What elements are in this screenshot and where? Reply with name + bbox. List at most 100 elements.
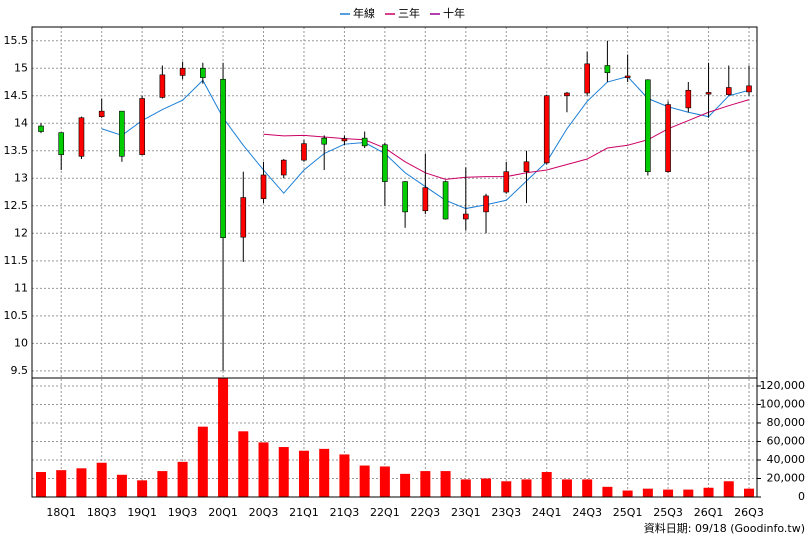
y-tick-label: 12 <box>14 226 28 239</box>
candle-body <box>341 138 348 142</box>
y-tick-label: 15 <box>14 61 28 74</box>
x-tick-label: 21Q1 <box>289 506 319 519</box>
candle-body <box>220 78 226 239</box>
candle-body <box>382 144 388 182</box>
volume-bar <box>440 471 451 497</box>
volume-bar <box>521 479 532 497</box>
candle-body <box>280 159 287 176</box>
candle-body <box>58 132 65 155</box>
volume-bar <box>481 478 492 497</box>
y2-tick-label: 100,000 <box>760 397 806 410</box>
volume-bar <box>339 454 350 497</box>
volume-bar <box>197 426 208 497</box>
volume-bar <box>723 481 734 497</box>
y-tick-label: 9.5 <box>11 364 29 377</box>
candle-body <box>321 137 328 145</box>
candle-body <box>746 85 752 93</box>
candle-body <box>159 74 166 98</box>
volume-bar <box>622 490 633 497</box>
volume-bar <box>258 442 269 497</box>
x-tick-label: 20Q3 <box>249 506 279 519</box>
plot-frame <box>31 26 758 498</box>
volume-bar <box>683 489 694 497</box>
y-tick-label: 14.5 <box>4 89 29 102</box>
volume-bar <box>379 466 390 497</box>
candle-body <box>361 137 368 147</box>
x-tick-label: 23Q1 <box>451 506 481 519</box>
x-tick-label: 22Q3 <box>411 506 441 519</box>
candle-body <box>260 174 267 199</box>
volume-bar <box>177 461 188 497</box>
candle-body <box>422 187 429 212</box>
x-tick-label: 19Q1 <box>127 506 157 519</box>
candle-body <box>705 92 712 95</box>
y-tick-label: 11.5 <box>4 254 29 267</box>
volume-bar <box>400 473 411 497</box>
volume-bar <box>319 448 330 497</box>
volume-bar <box>663 489 674 497</box>
candle-body <box>685 89 692 109</box>
candle-body <box>442 181 449 220</box>
x-tick-label: 26Q3 <box>734 506 764 519</box>
x-tick-label: 18Q3 <box>87 506 117 519</box>
y-tick-label: 13.5 <box>4 144 29 157</box>
candle-body <box>200 67 206 78</box>
candle-body <box>503 171 510 193</box>
volume-bar <box>744 488 754 497</box>
legend-label: 三年 <box>398 6 420 20</box>
candle-body <box>402 181 408 213</box>
x-tick-label: 24Q3 <box>572 506 602 519</box>
x-tick-label: 18Q1 <box>46 506 76 519</box>
volume-bar <box>278 447 289 497</box>
x-tick-label: 25Q1 <box>613 506 643 519</box>
source-note: 資料日期: 09/18 (Goodinfo.tw) <box>644 521 805 535</box>
volume-bar <box>36 472 46 497</box>
volume-bar <box>582 479 593 497</box>
candle-body <box>523 161 530 172</box>
volume-bar <box>56 470 67 497</box>
y-tick-label: 13 <box>14 171 28 184</box>
x-tick-label: 21Q3 <box>330 506 360 519</box>
candle-body <box>624 75 631 78</box>
y-tick-label: 14 <box>14 116 28 129</box>
volume-bar <box>157 471 168 497</box>
x-tick-label: 25Q3 <box>653 506 683 519</box>
candle-body <box>584 63 590 94</box>
candle-body <box>78 117 85 157</box>
candle-body <box>119 110 125 157</box>
x-tick-label: 19Q3 <box>168 506 198 519</box>
volume-bar <box>76 468 87 497</box>
volume-bar <box>420 471 431 497</box>
candle-body <box>179 67 186 76</box>
y2-tick-label: 80,000 <box>767 416 806 429</box>
candle-body <box>462 213 469 220</box>
volume-bar <box>359 465 370 497</box>
candle-body <box>240 197 247 238</box>
y-tick-label: 12.5 <box>4 199 29 212</box>
candle-body <box>98 110 105 117</box>
candle-body <box>665 104 671 172</box>
x-tick-label: 24Q1 <box>532 506 562 519</box>
candle-body <box>645 79 651 172</box>
candle-body <box>543 95 550 164</box>
candle-body <box>564 92 570 97</box>
volume-bar <box>96 462 107 497</box>
y2-tick-label: 20,000 <box>767 471 806 484</box>
y2-tick-label: 120,000 <box>760 379 806 392</box>
volume-bar <box>501 481 512 497</box>
x-tick-label: 20Q1 <box>208 506 238 519</box>
y-tick-label: 10 <box>14 336 28 349</box>
candle-body <box>139 98 145 155</box>
x-tick-label: 26Q1 <box>694 506 724 519</box>
volume-bar <box>703 487 714 497</box>
volume-bar <box>137 480 148 497</box>
candle-body <box>604 65 611 73</box>
candle-body <box>725 87 732 95</box>
x-tick-label: 22Q1 <box>370 506 400 519</box>
volume-bar <box>642 488 653 497</box>
legend-label: 十年 <box>443 6 465 20</box>
candle-body <box>301 143 307 161</box>
volume-bar <box>561 479 572 497</box>
